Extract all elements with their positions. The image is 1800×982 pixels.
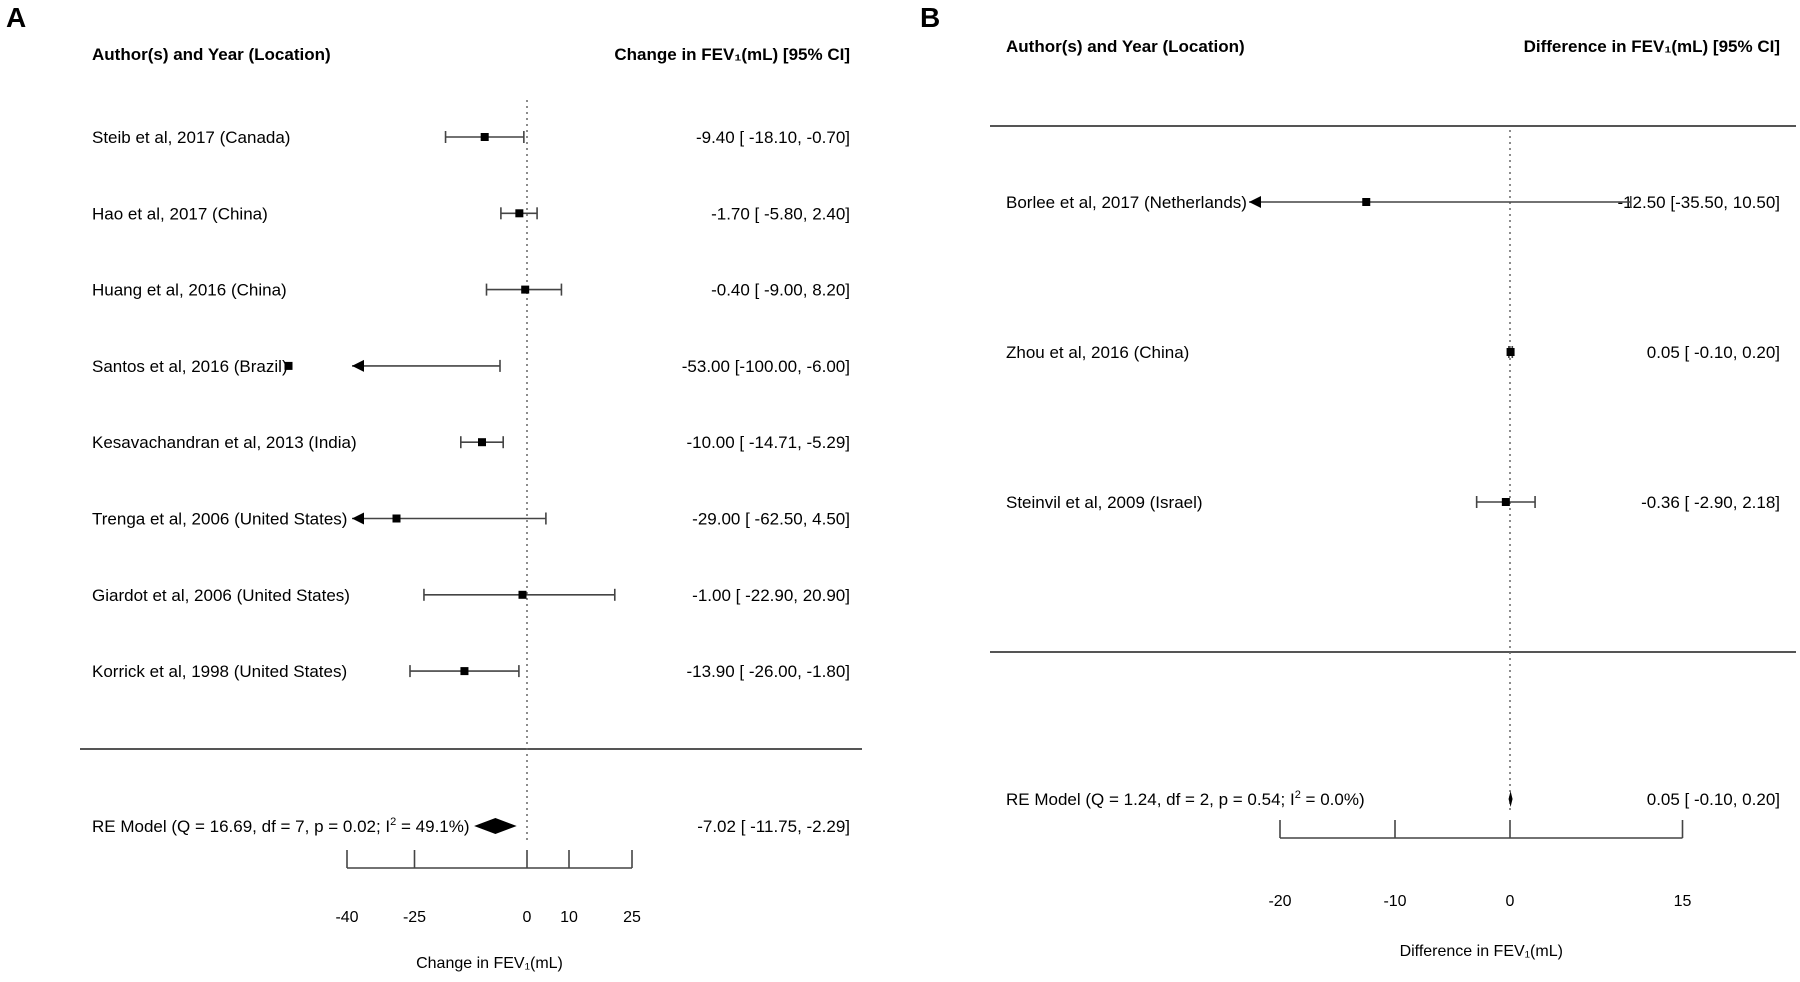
panel-a-study-ci-text: -29.00 [ -62.50, 4.50] [692,510,850,529]
panel-b-summary-ci-text: 0.05 [ -0.10, 0.20] [1647,790,1780,809]
panel-b-study-label: Borlee et al, 2017 (Netherlands) [1006,193,1247,212]
panel-a-study-ci-text: -1.70 [ -5.80, 2.40] [711,204,850,223]
panel-b-point-estimate [1362,198,1371,206]
panel-a-point-estimate [518,590,527,599]
panel-a-x-tick-label: 25 [623,909,641,926]
panel-a-x-axis-title: Change in FEV₁(mL) [416,955,563,972]
panel-a-point-estimate [284,361,293,370]
panel-label-b: B [920,2,941,33]
panel-a-point-estimate [480,133,489,141]
panel-a-study-label: Santos et al, 2016 (Brazil) [92,357,288,376]
panel-a-x-tick-label: 0 [523,909,532,926]
panel-a-summary-label: RE Model (Q = 16.69, df = 7, p = 0.02; I… [92,816,470,836]
forest-plot-b: Author(s) and Year (Location) Difference … [990,37,1796,960]
panel-b-study-ci-text: -12.50 [-35.50, 10.50] [1617,193,1780,212]
panel-b-x-tick-label: -20 [1268,893,1291,910]
panel-a-study-ci-text: -1.00 [ -22.90, 20.90] [692,586,850,605]
panel-a-ci-arrow-left [352,359,364,372]
panel-a-point-estimate [515,209,524,218]
panel-a-study-ci-text: -13.90 [ -26.00, -1.80] [687,662,851,681]
panel-a-header-right: Change in FEV₁(mL) [95% CI] [614,45,850,64]
panel-a-study-label: Korrick et al, 1998 (United States) [92,662,347,681]
panel-a-study-ci-text: -10.00 [ -14.71, -5.29] [687,433,851,452]
panel-a-x-tick-label: -40 [335,909,358,926]
panel-a-study-label: Kesavachandran et al, 2013 (India) [92,433,357,452]
forest-plot-a: Author(s) and Year (Location) Change in F… [80,45,862,972]
panel-a-point-estimate [460,667,469,676]
panel-a-study-ci-text: -0.40 [ -9.00, 8.20] [711,281,850,300]
panel-a-x-tick-label: -25 [403,909,426,926]
panel-a-point-estimate [478,438,486,447]
panel-a-study-label: Steib et al, 2017 (Canada) [92,128,290,147]
panel-a-study-ci-text: -9.40 [ -18.10, -0.70] [696,128,850,147]
panel-b-study-label: Steinvil et al, 2009 (Israel) [1006,493,1203,512]
panel-a-study-label: Giardot et al, 2006 (United States) [92,586,350,605]
panel-label-a: A [6,2,27,33]
panel-b-x-tick-label: -10 [1383,893,1406,910]
panel-b-x-tick-label: 0 [1506,893,1515,910]
panel-a-summary-diamond [474,818,517,834]
panel-b-study-label: Zhou et al, 2016 (China) [1006,343,1189,362]
panel-b-study-ci-text: 0.05 [ -0.10, 0.20] [1647,343,1780,362]
panel-b-study-ci-text: -0.36 [ -2.90, 2.18] [1641,493,1780,512]
panel-a-study-ci-text: -53.00 [-100.00, -6.00] [682,357,850,376]
panel-a-ci-arrow-left [352,512,364,525]
panel-a-study-label: Hao et al, 2017 (China) [92,204,268,223]
panel-b-x-tick-label: 15 [1674,893,1692,910]
panel-b-header-left: Author(s) and Year (Location) [1006,37,1245,56]
panel-a-study-label: Huang et al, 2016 (China) [92,281,287,300]
panel-a-header-left: Author(s) and Year (Location) [92,45,331,64]
panel-a-summary-ci-text: -7.02 [ -11.75, -2.29] [697,817,850,836]
panel-b-point-estimate [1506,348,1515,356]
panel-b-header-right: Difference in FEV₁(mL) [95% CI] [1524,37,1780,56]
panel-b-ci-arrow-left [1249,196,1261,208]
panel-a-study-label: Trenga et al, 2006 (United States) [92,510,347,529]
panel-b-point-estimate [1501,498,1510,506]
panel-b-summary-label: RE Model (Q = 1.24, df = 2, p = 0.54; I2… [1006,789,1365,809]
panel-b-x-axis-title: Difference in FEV₁(mL) [1400,943,1563,960]
panel-a-point-estimate [521,285,530,294]
panel-b-summary-diamond [1508,791,1513,807]
panel-a-point-estimate [392,514,401,523]
panel-a-x-tick-label: 10 [560,909,578,926]
